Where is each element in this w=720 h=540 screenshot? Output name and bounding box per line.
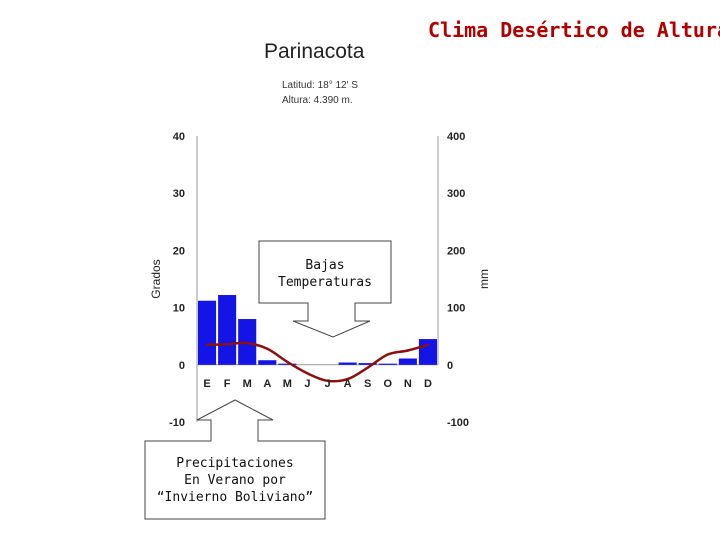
bar: [258, 360, 277, 365]
x-tick-label: N: [404, 378, 412, 390]
x-tick-label: M: [243, 378, 252, 390]
bar: [378, 363, 397, 365]
x-tick-label: J: [304, 378, 310, 390]
chart-title: Parinacota: [264, 40, 365, 63]
callout-low-temps-line-1: Bajas: [305, 258, 345, 273]
bar: [198, 300, 217, 365]
x-tick-label: E: [203, 378, 210, 390]
slide-title: Clima Desértico de Altura: [428, 18, 720, 42]
x-tick-label: F: [224, 378, 231, 390]
callout-rain-line-2: En Verano por: [184, 473, 286, 488]
temperature-point: [205, 343, 209, 346]
temperature-point: [406, 349, 410, 352]
x-tick-label: M: [283, 378, 292, 390]
temperature-point: [306, 372, 309, 375]
temperature-point: [286, 360, 289, 364]
bar: [398, 358, 417, 365]
y2-tick-label: 100: [447, 303, 465, 315]
bar: [418, 339, 437, 365]
chart-altitude: Altura: 4.390 m.: [282, 95, 353, 106]
bar: [338, 362, 357, 365]
callout-rain-text: Precipitaciones En Verano por “Invierno …: [146, 455, 324, 506]
temperature-point: [426, 343, 430, 346]
temperature-point: [266, 347, 269, 350]
temperature-point: [386, 353, 389, 356]
y-axis-title: Grados: [149, 259, 163, 298]
y-tick-label: 0: [179, 360, 185, 372]
callout-rain: [144, 399, 326, 520]
y2-tick-label: 0: [447, 360, 453, 372]
callout-low-temps-text: Bajas Temperaturas: [260, 257, 390, 291]
temperature-point: [326, 379, 329, 383]
y-tick-label: 10: [173, 303, 185, 315]
temperature-line: [207, 341, 429, 383]
bar: [278, 363, 297, 365]
bar: [218, 295, 237, 365]
temperature-point: [366, 366, 369, 369]
y2-tick-label: -100: [447, 417, 469, 429]
y-tick-label: 40: [173, 131, 185, 143]
temperature-point: [246, 341, 249, 345]
temperature-point: [225, 343, 229, 346]
callout-low-temps-line-2: Temperaturas: [278, 275, 372, 290]
bar: [358, 363, 377, 365]
x-tick-label: A: [344, 378, 352, 390]
y2-tick-label: 400: [447, 131, 465, 143]
callout-rain-line-3: “Invierno Boliviano”: [156, 490, 314, 505]
x-tick-label: J: [324, 378, 330, 390]
y-tick-label: -10: [169, 417, 185, 429]
chart-latitude: Latitud: 18° 12' S: [282, 80, 358, 91]
callout-rain-line-1: Precipitaciones: [176, 456, 294, 471]
x-tick-label: O: [384, 378, 393, 390]
y2-tick-label: 300: [447, 188, 465, 200]
callout-low-temps: [258, 240, 392, 338]
x-tick-label: A: [263, 378, 271, 390]
y2-tick-label: 200: [447, 245, 465, 257]
y-tick-label: 30: [173, 188, 185, 200]
y2-axis-title: mm: [477, 269, 491, 289]
y-tick-label: 20: [173, 245, 185, 257]
x-tick-label: S: [364, 378, 371, 390]
temperature-point: [346, 377, 349, 381]
x-tick-label: D: [424, 378, 432, 390]
